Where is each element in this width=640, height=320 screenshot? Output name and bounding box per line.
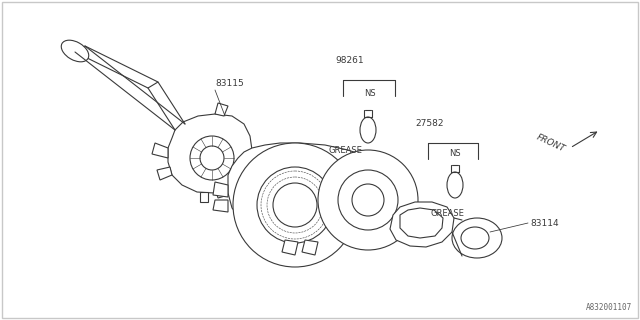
- Polygon shape: [215, 188, 225, 198]
- Circle shape: [338, 170, 398, 230]
- Polygon shape: [213, 182, 228, 197]
- Text: NS: NS: [364, 89, 376, 98]
- Text: 83115: 83115: [215, 79, 244, 88]
- Polygon shape: [213, 200, 228, 212]
- Ellipse shape: [360, 117, 376, 143]
- Polygon shape: [302, 240, 318, 255]
- Text: A832001107: A832001107: [586, 303, 632, 312]
- Circle shape: [200, 146, 224, 170]
- Text: NS: NS: [449, 149, 461, 158]
- Circle shape: [352, 184, 384, 216]
- Polygon shape: [390, 202, 454, 247]
- Polygon shape: [168, 114, 252, 193]
- Circle shape: [318, 150, 418, 250]
- Polygon shape: [282, 240, 298, 255]
- Polygon shape: [228, 143, 386, 240]
- Circle shape: [273, 183, 317, 227]
- Circle shape: [233, 143, 357, 267]
- Text: 27582: 27582: [416, 119, 444, 128]
- Text: GREASE: GREASE: [328, 146, 362, 155]
- Text: GREASE: GREASE: [430, 209, 464, 218]
- Ellipse shape: [447, 172, 463, 198]
- Text: FRONT: FRONT: [535, 132, 566, 154]
- Polygon shape: [157, 167, 172, 180]
- Text: 98261: 98261: [336, 56, 364, 65]
- Text: 83114: 83114: [530, 219, 559, 228]
- Polygon shape: [400, 208, 443, 238]
- Ellipse shape: [461, 227, 489, 249]
- Ellipse shape: [61, 40, 89, 62]
- Ellipse shape: [452, 218, 502, 258]
- Polygon shape: [75, 46, 158, 88]
- Polygon shape: [152, 143, 168, 158]
- Circle shape: [190, 136, 234, 180]
- Polygon shape: [200, 192, 208, 202]
- Polygon shape: [215, 103, 228, 116]
- Circle shape: [257, 167, 333, 243]
